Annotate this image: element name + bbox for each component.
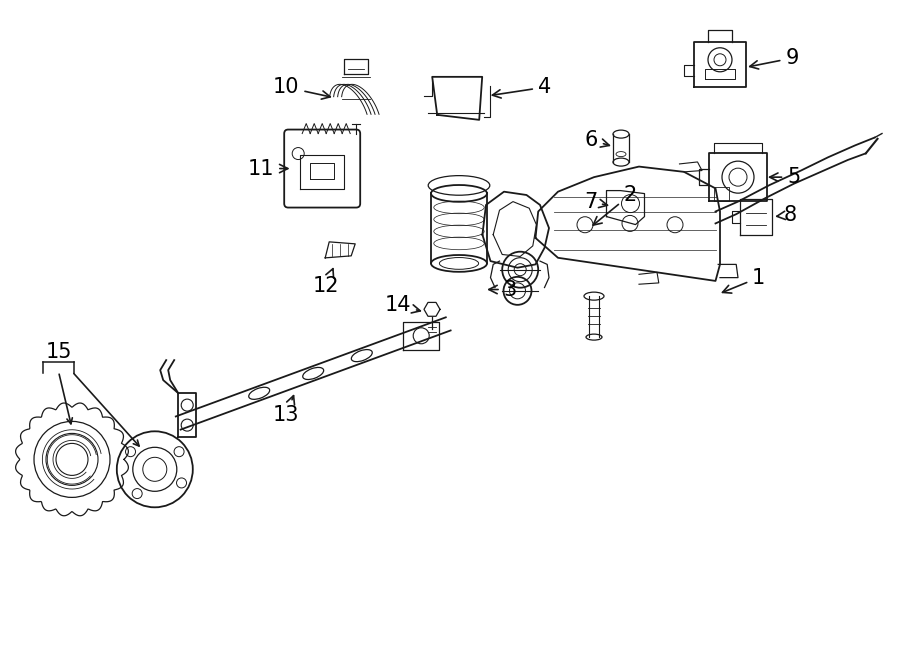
Text: 13: 13	[273, 396, 300, 425]
Text: 12: 12	[312, 268, 339, 295]
Text: 7: 7	[584, 192, 608, 212]
Text: 8: 8	[777, 205, 797, 225]
Text: 3: 3	[489, 280, 517, 299]
Text: 10: 10	[273, 77, 330, 99]
Text: 15: 15	[45, 342, 72, 362]
Text: 6: 6	[585, 130, 609, 150]
Text: 4: 4	[492, 77, 551, 98]
Text: 14: 14	[384, 295, 420, 315]
Text: 11: 11	[248, 159, 288, 178]
Text: 5: 5	[770, 167, 800, 187]
Text: 1: 1	[723, 268, 765, 293]
Text: 2: 2	[593, 185, 636, 225]
Text: 9: 9	[750, 48, 798, 69]
